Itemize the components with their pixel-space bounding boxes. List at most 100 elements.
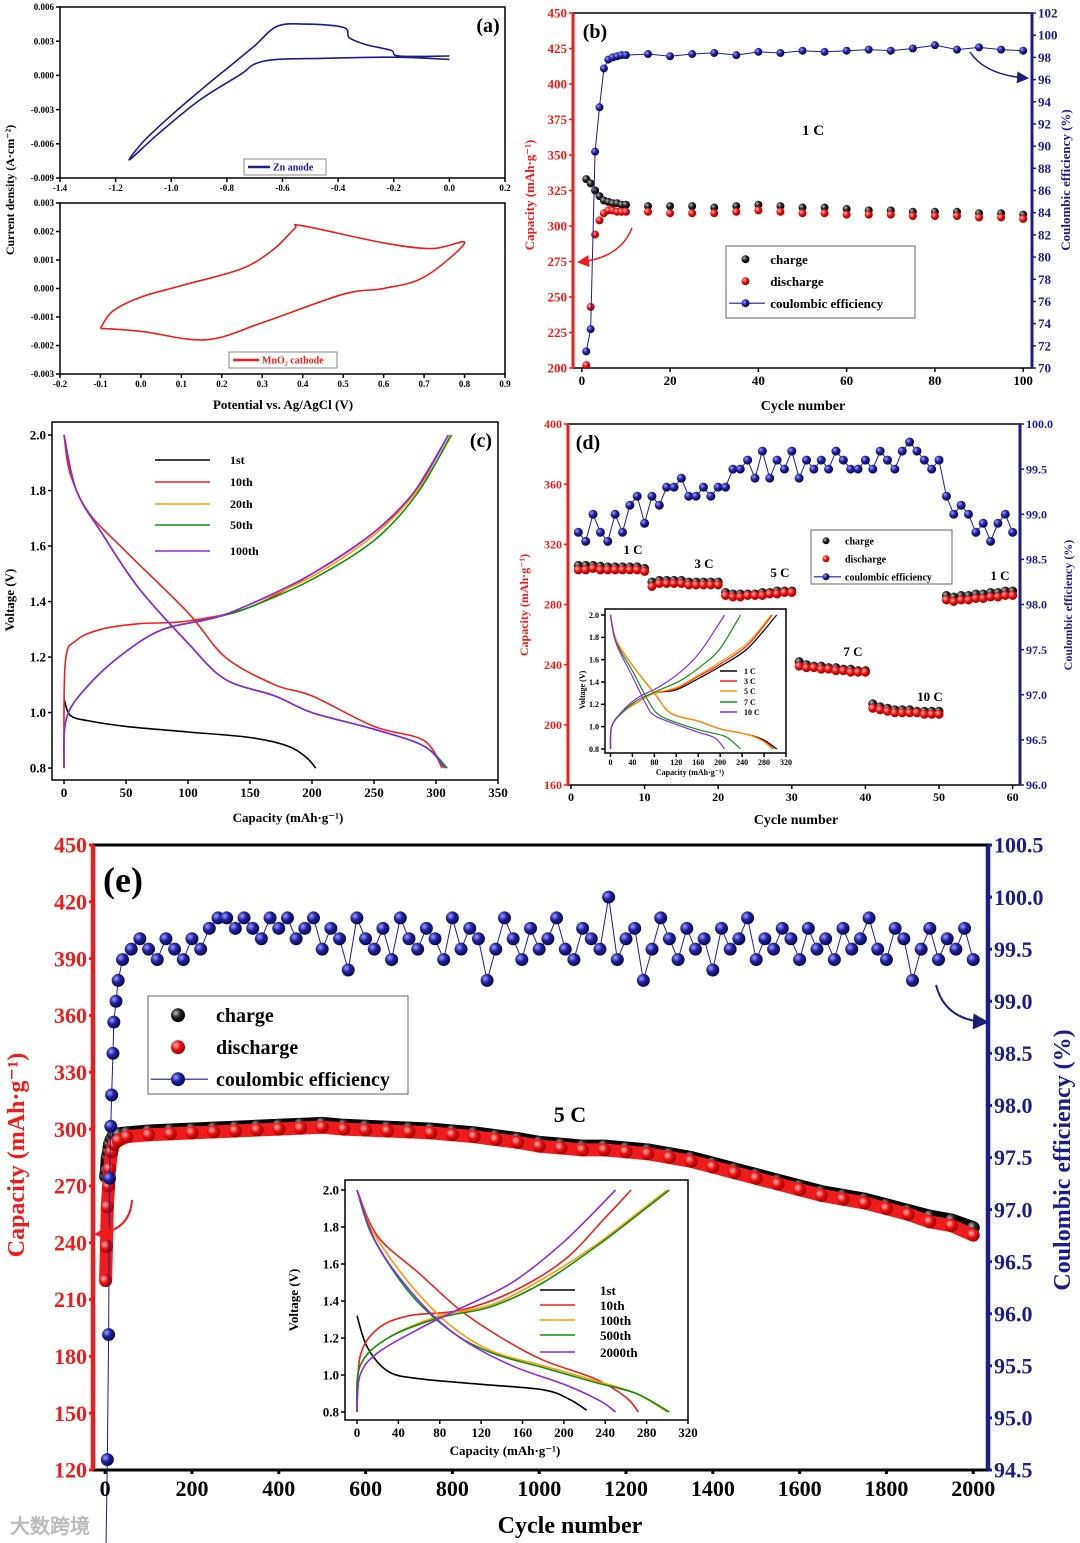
coulombic-efficiency-point xyxy=(632,491,642,501)
discharge-point xyxy=(640,566,650,576)
discharge-point xyxy=(337,1122,351,1136)
coulombic-efficiency-point xyxy=(524,921,538,935)
coulombic-efficiency-point xyxy=(463,921,477,935)
coulombic-efficiency-point xyxy=(102,1171,116,1185)
coulombic-efficiency-point xyxy=(654,911,668,925)
y-tick-label: -0.001 xyxy=(31,312,55,322)
x-tick-label: 400 xyxy=(262,1476,295,1501)
x-tick-label: 80 xyxy=(433,1425,446,1440)
coulombic-efficiency-point xyxy=(820,47,829,56)
coulombic-efficiency-point xyxy=(684,491,694,501)
coulombic-efficiency-point xyxy=(350,911,364,925)
legend-marker xyxy=(741,277,750,286)
discharge-point xyxy=(532,1139,546,1153)
x-tick-label: 80 xyxy=(928,373,941,388)
y-tick-label: 200 xyxy=(548,361,568,376)
y2-tick-label: 70 xyxy=(1038,361,1051,376)
coulombic-efficiency-point xyxy=(941,491,951,501)
series-2000th-curve xyxy=(356,1189,617,1413)
legend-marker xyxy=(822,573,830,581)
y-tick-label: 200 xyxy=(544,718,562,732)
discharge-point xyxy=(228,1124,242,1138)
y2-axis-title: Coulombic efficiency (%) xyxy=(1058,109,1073,251)
y2-tick-label: 97.5 xyxy=(1026,643,1047,657)
legend-label: 100th xyxy=(230,544,259,558)
coulombic-efficiency-point xyxy=(586,325,595,334)
coulombic-efficiency-point xyxy=(978,518,988,528)
coulombic-efficiency-point xyxy=(263,911,277,925)
y2-tick-label: 99.0 xyxy=(994,989,1033,1014)
y2-tick-label: 97.5 xyxy=(994,1145,1033,1170)
coulombic-efficiency-point xyxy=(640,518,650,528)
rate-annotation: 7 C xyxy=(843,644,862,659)
discharge-point xyxy=(905,708,915,718)
y-tick-label: 450 xyxy=(548,6,568,21)
y-axis-title: Capacity (mAh·g⁻¹) xyxy=(522,140,537,251)
coulombic-efficiency-point xyxy=(573,527,583,537)
discharge-point xyxy=(765,589,775,599)
x-tick-label: 280 xyxy=(637,1425,657,1440)
coulombic-efficiency-point xyxy=(842,46,851,55)
y2-tick-label: 96 xyxy=(1038,72,1052,87)
y-tick-label: 0.001 xyxy=(34,255,55,265)
coulombic-efficiency-point xyxy=(879,953,893,967)
legend-label: 10th xyxy=(230,475,253,489)
y-tick-label: 280 xyxy=(544,598,562,612)
coulombic-efficiency-point xyxy=(106,1046,120,1060)
coulombic-efficiency-point xyxy=(645,942,659,956)
legend-label: 1st xyxy=(600,1283,617,1298)
legend-box xyxy=(810,529,953,585)
y2-tick-label: 102 xyxy=(1038,6,1058,21)
x-tick-label: 0.3 xyxy=(257,379,269,389)
series-1st-curve xyxy=(63,698,317,769)
plot-frame xyxy=(59,6,506,179)
coulombic-efficiency-point xyxy=(654,500,664,510)
coulombic-efficiency-point xyxy=(919,455,929,465)
charge-point xyxy=(842,204,851,213)
discharge-point xyxy=(754,206,763,215)
x-tick-label: 600 xyxy=(349,1476,382,1501)
discharge-point xyxy=(595,216,604,225)
discharge-point xyxy=(793,1183,807,1197)
y2-axis-title: Coulombic efficiency (%) xyxy=(1050,1029,1076,1290)
discharge-point xyxy=(952,212,961,221)
panel-label: (d) xyxy=(576,432,600,454)
y-tick-label: 0.000 xyxy=(34,284,55,294)
charge-point xyxy=(688,202,697,211)
coulombic-efficiency-point xyxy=(644,50,653,59)
discharge-point xyxy=(930,212,939,221)
coulombic-efficiency-point xyxy=(886,46,895,55)
y-tick-label: 390 xyxy=(54,946,87,971)
coulombic-efficiency-point xyxy=(860,455,870,465)
legend-marker xyxy=(822,537,830,545)
discharge-point xyxy=(617,565,627,575)
discharge-point xyxy=(802,663,812,673)
y2-tick-label: 98.5 xyxy=(994,1041,1033,1066)
discharge-point xyxy=(771,1177,785,1191)
x-tick-label: -1.0 xyxy=(164,183,179,193)
charge-point xyxy=(644,202,653,211)
y-tick-label: -0.006 xyxy=(31,139,55,149)
y-tick-label: 1.2 xyxy=(589,700,599,709)
legend-label: coulombic efficiency xyxy=(216,1069,390,1091)
series-10th-curve xyxy=(356,1189,639,1413)
coulombic-efficiency-point xyxy=(558,942,572,956)
coulombic-efficiency-point xyxy=(220,911,234,925)
coulombic-efficiency-point xyxy=(669,482,679,492)
discharge-point xyxy=(698,580,708,590)
legend-marker xyxy=(741,299,750,308)
x-axis-title: Cycle number xyxy=(761,399,845,414)
discharge-point xyxy=(402,1125,416,1139)
legend-label: discharge xyxy=(845,554,887,565)
x-tick-label: 0.0 xyxy=(135,379,147,389)
legend-label: 7 C xyxy=(744,698,756,707)
coulombic-efficiency-point xyxy=(497,911,511,925)
y-tick-label: 1.8 xyxy=(323,1220,340,1235)
x-tick-label: 30 xyxy=(786,790,798,804)
x-tick-label: 200 xyxy=(714,758,726,767)
x-tick-label: -0.1 xyxy=(93,379,108,389)
discharge-point xyxy=(272,1122,286,1136)
discharge-point xyxy=(676,578,686,588)
series-10th-curve-2 xyxy=(356,1189,632,1413)
coulombic-efficiency-point xyxy=(735,464,745,474)
